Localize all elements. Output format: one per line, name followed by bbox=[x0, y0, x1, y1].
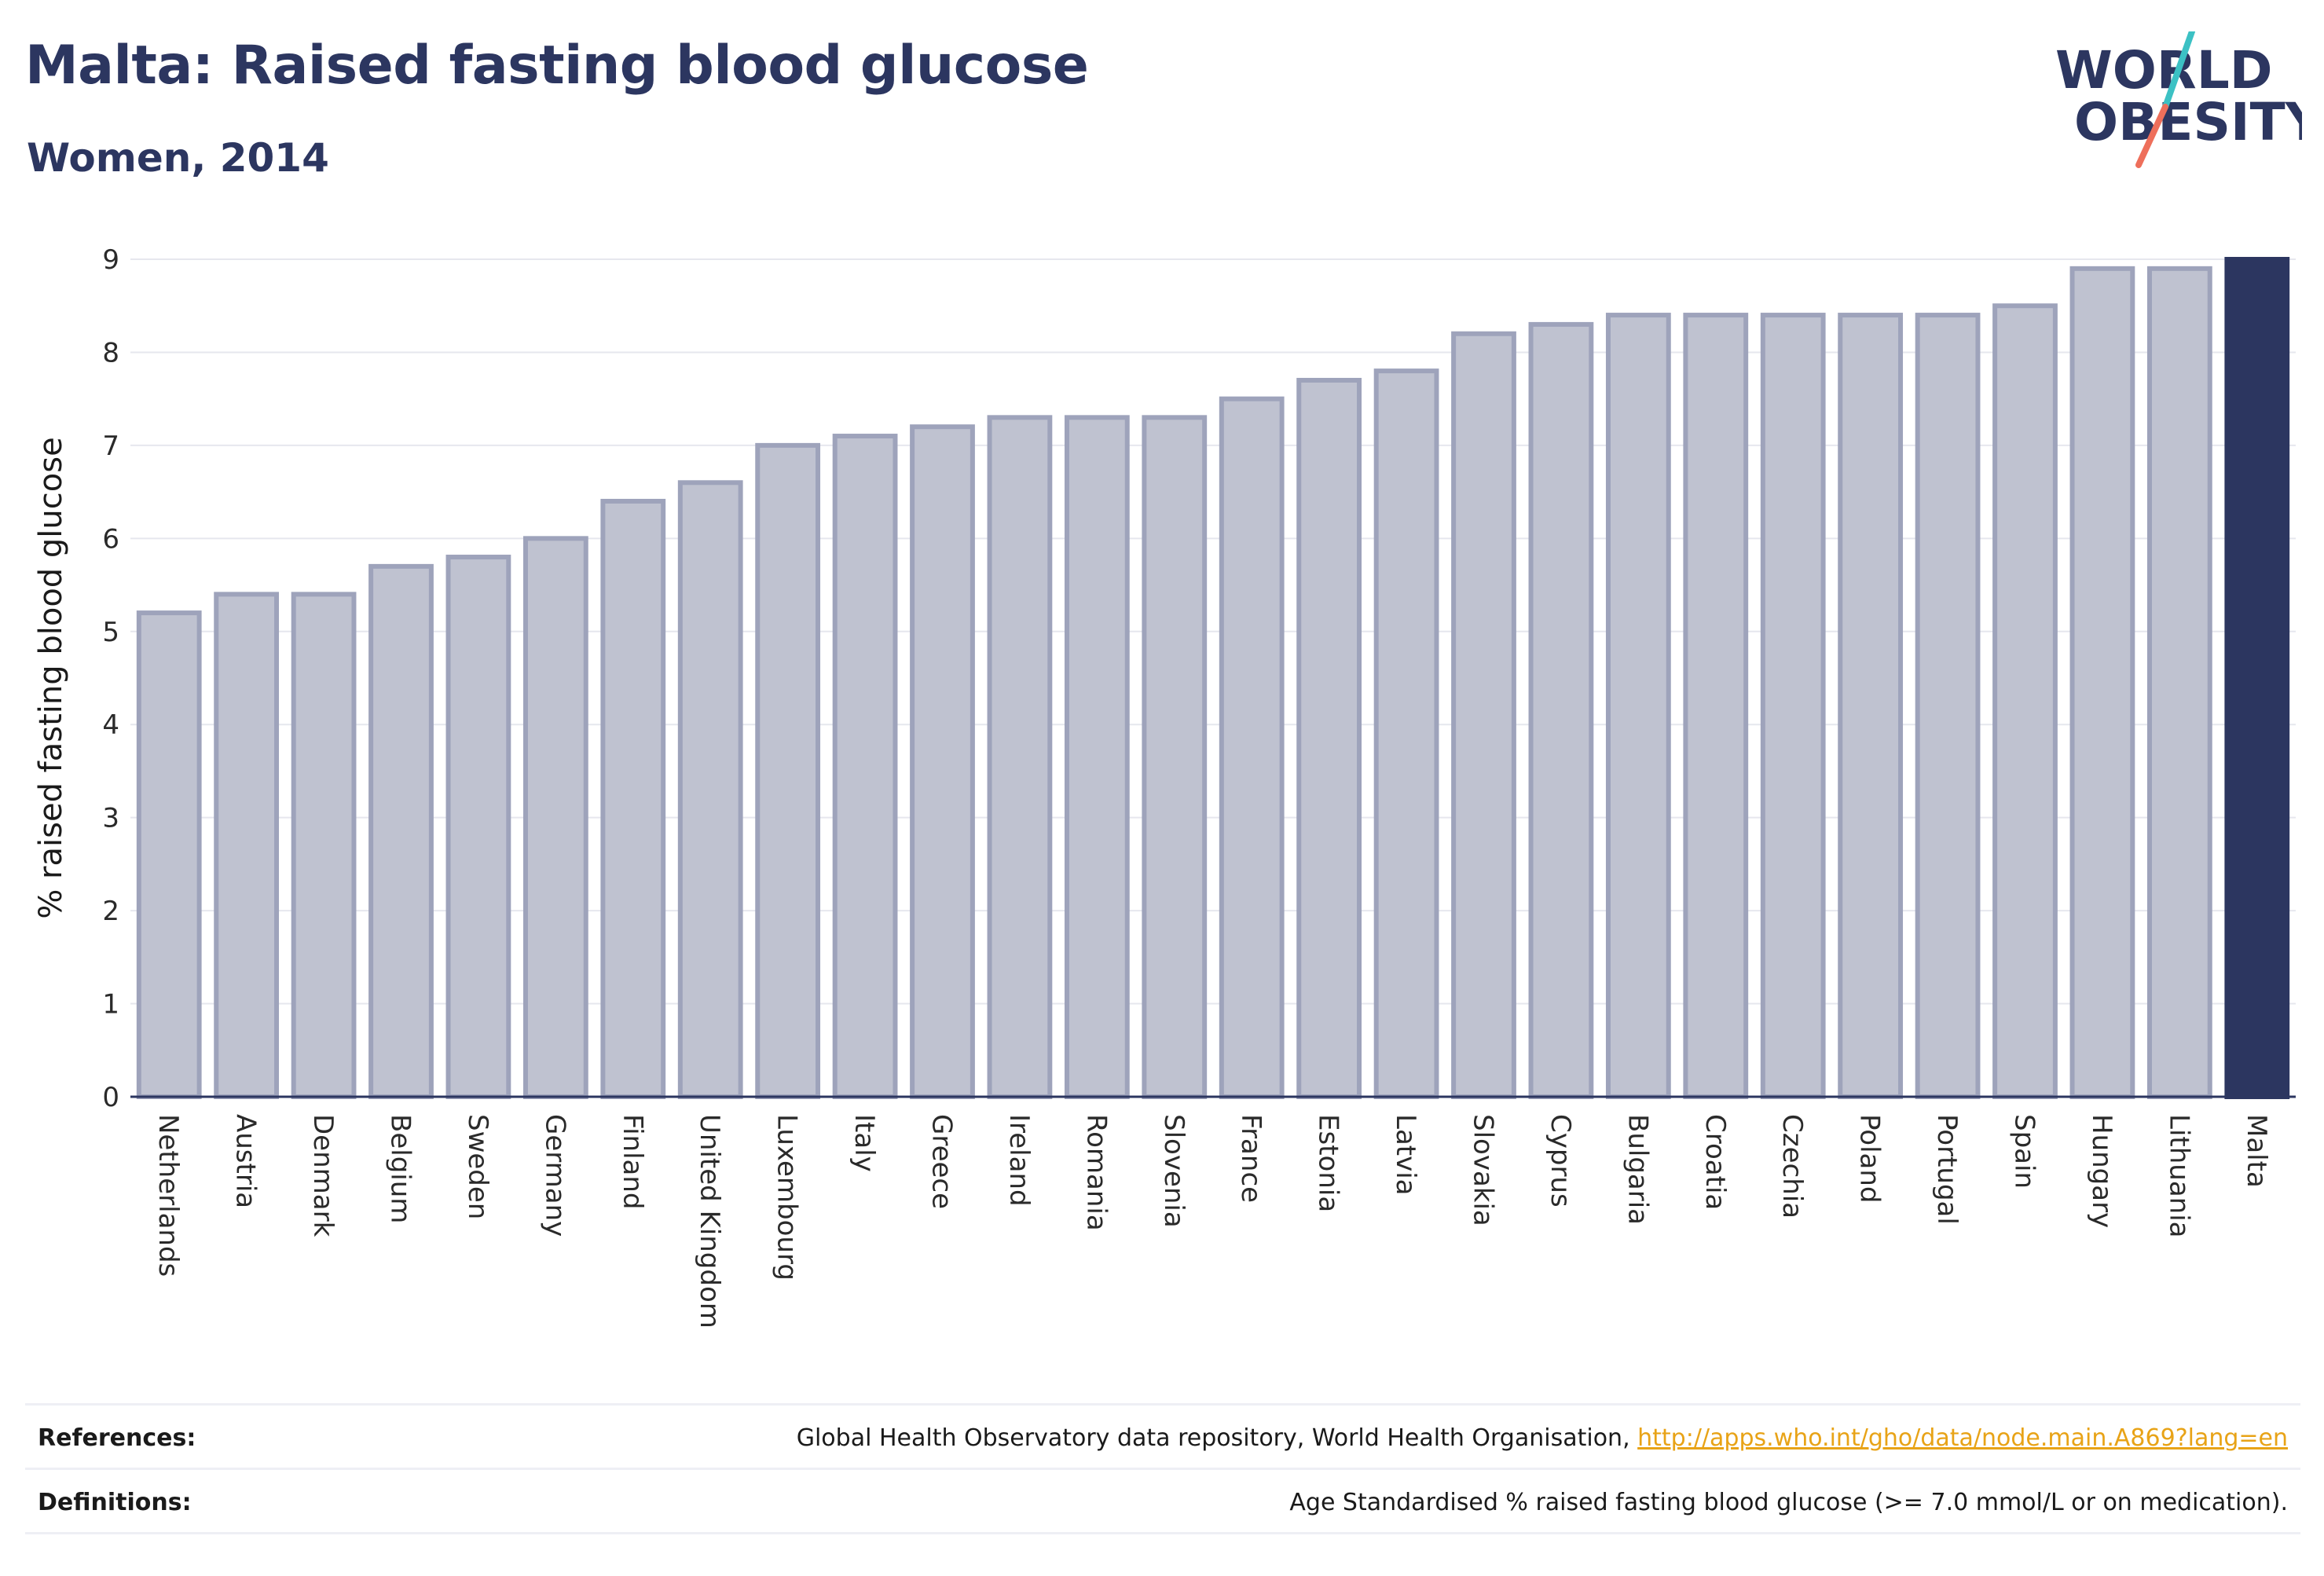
bar-united-kingdom bbox=[677, 480, 743, 1099]
x-tick-label: Portugal bbox=[1931, 1114, 1963, 1225]
definitions-row: Definitions: Age Standardised % raised f… bbox=[25, 1468, 2300, 1533]
x-axis-ticks: Netherlands Austria Denmark Belgium Sweden Ge… bbox=[152, 1114, 2272, 1329]
x-tick-label: Sweden bbox=[462, 1114, 493, 1219]
world-obesity-logo: WORLD OBESITY bbox=[2055, 31, 2302, 168]
bar-netherlands bbox=[136, 610, 202, 1099]
logo-word-obesity: OBESITY bbox=[2074, 92, 2302, 152]
bar-chart: 0 1 2 3 4 5 6 7 8 9 Netherlands Austria Denmark Belg… bbox=[33, 244, 2296, 1329]
bar-lithuania bbox=[2146, 266, 2212, 1099]
x-tick-label: Slovenia bbox=[1158, 1114, 1189, 1228]
bar-belgium bbox=[368, 563, 434, 1099]
y-tick-label: 4 bbox=[102, 709, 119, 741]
bar-czechia bbox=[1760, 313, 1826, 1100]
bar-ireland bbox=[987, 415, 1053, 1099]
x-tick-label: Bulgaria bbox=[1622, 1114, 1653, 1225]
bar-denmark bbox=[291, 592, 357, 1099]
bars bbox=[136, 257, 2290, 1100]
bar-latvia bbox=[1373, 368, 1439, 1099]
y-tick-label: 1 bbox=[102, 989, 119, 1021]
references-row: References: Global Health Observatory da… bbox=[25, 1403, 2300, 1468]
y-tick-label: 5 bbox=[102, 617, 119, 648]
bar-bulgaria bbox=[1605, 313, 1671, 1100]
bar-sweden bbox=[445, 555, 511, 1099]
y-tick-label: 0 bbox=[102, 1082, 119, 1113]
x-tick-label: Cyprus bbox=[1545, 1114, 1576, 1208]
x-tick-label: Malta bbox=[2241, 1114, 2272, 1188]
logo-word-world: WORLD bbox=[2055, 40, 2273, 101]
bar-france bbox=[1219, 396, 1285, 1099]
bar-malta bbox=[2224, 257, 2290, 1099]
logo-slash-teal bbox=[2162, 31, 2195, 110]
x-tick-label: Italy bbox=[849, 1114, 880, 1172]
definitions-label: Definitions: bbox=[38, 1489, 192, 1516]
x-tick-label: Germany bbox=[539, 1114, 570, 1237]
bar-romania bbox=[1064, 415, 1130, 1099]
x-tick-label: Latvia bbox=[1390, 1114, 1421, 1196]
x-tick-label: Greece bbox=[926, 1114, 958, 1209]
bar-slovenia bbox=[1142, 415, 1208, 1099]
bar-estonia bbox=[1296, 377, 1362, 1099]
y-tick-label: 3 bbox=[102, 803, 119, 834]
bar-cyprus bbox=[1528, 321, 1594, 1099]
references-value: Global Health Observatory data repositor… bbox=[797, 1424, 2288, 1452]
x-tick-label: Luxembourg bbox=[772, 1114, 803, 1281]
bar-italy bbox=[832, 434, 898, 1099]
x-tick-label: Estonia bbox=[1313, 1114, 1344, 1212]
bar-slovakia bbox=[1451, 331, 1516, 1099]
x-tick-label: United Kingdom bbox=[694, 1114, 725, 1329]
y-tick-label: 8 bbox=[102, 337, 119, 368]
x-tick-label: Croatia bbox=[1699, 1114, 1731, 1210]
y-tick-label: 7 bbox=[102, 431, 119, 462]
bar-austria bbox=[214, 592, 280, 1099]
bar-croatia bbox=[1683, 313, 1749, 1100]
y-tick-label: 9 bbox=[102, 244, 119, 276]
y-tick-label: 2 bbox=[102, 896, 119, 927]
bar-poland bbox=[1838, 313, 1904, 1100]
x-tick-label: Poland bbox=[1854, 1114, 1886, 1204]
x-tick-label: Hungary bbox=[2086, 1114, 2117, 1228]
bar-spain bbox=[1992, 303, 2058, 1099]
x-tick-label: Finland bbox=[617, 1114, 648, 1210]
bar-hungary bbox=[2069, 266, 2135, 1099]
x-tick-label: Czechia bbox=[1776, 1114, 1808, 1219]
y-axis-ticks: 0 1 2 3 4 5 6 7 8 9 bbox=[102, 244, 119, 1113]
y-axis-label: % raised fasting blood glucose bbox=[33, 437, 69, 918]
x-tick-label: Romania bbox=[1080, 1114, 1112, 1231]
bar-portugal bbox=[1915, 313, 1981, 1100]
x-tick-label: Spain bbox=[2009, 1114, 2040, 1189]
x-tick-label: Denmark bbox=[307, 1114, 339, 1237]
bar-finland bbox=[600, 498, 666, 1099]
x-tick-label: Slovakia bbox=[1468, 1114, 1499, 1226]
x-tick-label: Belgium bbox=[385, 1114, 416, 1223]
definitions-value: Age Standardised % raised fasting blood … bbox=[1289, 1489, 2288, 1516]
bar-luxembourg bbox=[755, 442, 821, 1099]
references-label: References: bbox=[38, 1424, 196, 1452]
references-text: Global Health Observatory data repositor… bbox=[796, 1424, 1638, 1452]
x-tick-label: Netherlands bbox=[152, 1114, 184, 1277]
x-tick-label: Lithuania bbox=[2163, 1114, 2194, 1237]
x-tick-label: Ireland bbox=[1003, 1114, 1035, 1207]
x-tick-label: Austria bbox=[230, 1114, 262, 1208]
bar-greece bbox=[910, 424, 975, 1099]
chart-subtitle: Women, 2014 bbox=[27, 135, 329, 181]
x-tick-label: France bbox=[1235, 1114, 1266, 1203]
bar-germany bbox=[522, 536, 588, 1099]
logo-slash-coral bbox=[2135, 104, 2168, 168]
references-link[interactable]: http://apps.who.int/gho/data/node.main.A… bbox=[1637, 1424, 2288, 1452]
footer-bottom-rule bbox=[25, 1532, 2300, 1534]
chart-title: Malta: Raised fasting blood glucose bbox=[25, 35, 1089, 97]
y-tick-label: 6 bbox=[102, 523, 119, 555]
